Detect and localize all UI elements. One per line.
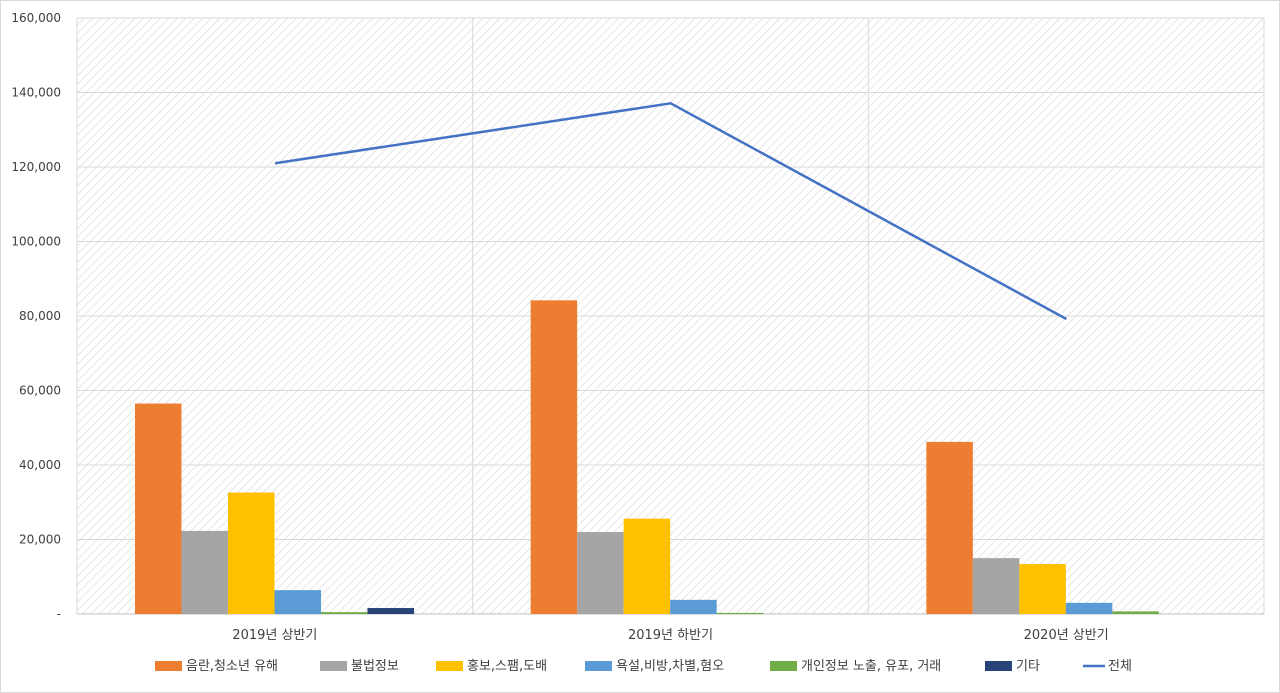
bar xyxy=(181,530,228,614)
x-category-label: 2019년 하반기 xyxy=(628,628,713,643)
bar xyxy=(1112,611,1159,614)
bar xyxy=(274,590,321,614)
y-tick-label: - xyxy=(57,607,61,621)
y-tick-label: 60,000 xyxy=(19,384,61,398)
legend-label: 기타 xyxy=(1016,659,1040,674)
x-category-label: 2020년 상반기 xyxy=(1024,628,1109,643)
y-tick-label: 140,000 xyxy=(11,86,61,100)
y-tick-label: 40,000 xyxy=(19,458,61,472)
bar xyxy=(228,492,275,614)
bar xyxy=(1019,564,1066,614)
total-line xyxy=(274,102,1067,321)
y-tick-label: 120,000 xyxy=(11,160,61,174)
legend-label: 홍보,스팸,도배 xyxy=(467,659,547,674)
legend-swatch xyxy=(436,661,463,671)
legend-label: 욕설,비방,차별,혐오 xyxy=(616,659,724,674)
gridlines xyxy=(76,17,1265,615)
y-tick-label: 20,000 xyxy=(19,533,61,547)
bar xyxy=(1065,602,1113,614)
bar xyxy=(321,612,368,614)
bar xyxy=(530,300,578,614)
legend-label: 개인정보 노출, 유포, 거래 xyxy=(801,659,941,674)
bar xyxy=(926,441,973,614)
legend-swatch xyxy=(320,661,347,671)
x-category-label: 2019년 상반기 xyxy=(232,628,317,643)
legend-label: 불법정보 xyxy=(351,659,399,674)
bar xyxy=(670,599,717,614)
x-axis-categories: 2019년 상반기 2019년 하반기 2020년 상반기 xyxy=(232,628,1108,643)
series-line-total xyxy=(274,102,1067,321)
y-axis-ticks: - 20,000 40,000 60,000 80,000 100,000 120,000 1… xyxy=(11,11,61,621)
legend-label: 전체 xyxy=(1108,659,1132,674)
y-tick-label: 100,000 xyxy=(11,235,61,249)
legend-swatch xyxy=(985,661,1012,671)
bar xyxy=(577,532,624,614)
legend-swatch xyxy=(770,661,797,671)
y-tick-label: 80,000 xyxy=(19,309,61,323)
bar xyxy=(367,608,414,614)
bars xyxy=(135,300,1159,614)
bar xyxy=(135,403,182,614)
bar xyxy=(972,558,1020,614)
bar xyxy=(623,518,671,614)
y-tick-label: 160,000 xyxy=(11,11,61,25)
legend-swatch xyxy=(585,661,612,671)
bar xyxy=(716,612,764,614)
legend: 음란,청소년 유해 불법정보 홍보,스팸,도배 욕설,비방,차별,혐오 개인정보 노출,… xyxy=(155,659,1132,674)
legend-swatch xyxy=(155,661,182,671)
legend-label: 음란,청소년 유해 xyxy=(186,659,278,674)
